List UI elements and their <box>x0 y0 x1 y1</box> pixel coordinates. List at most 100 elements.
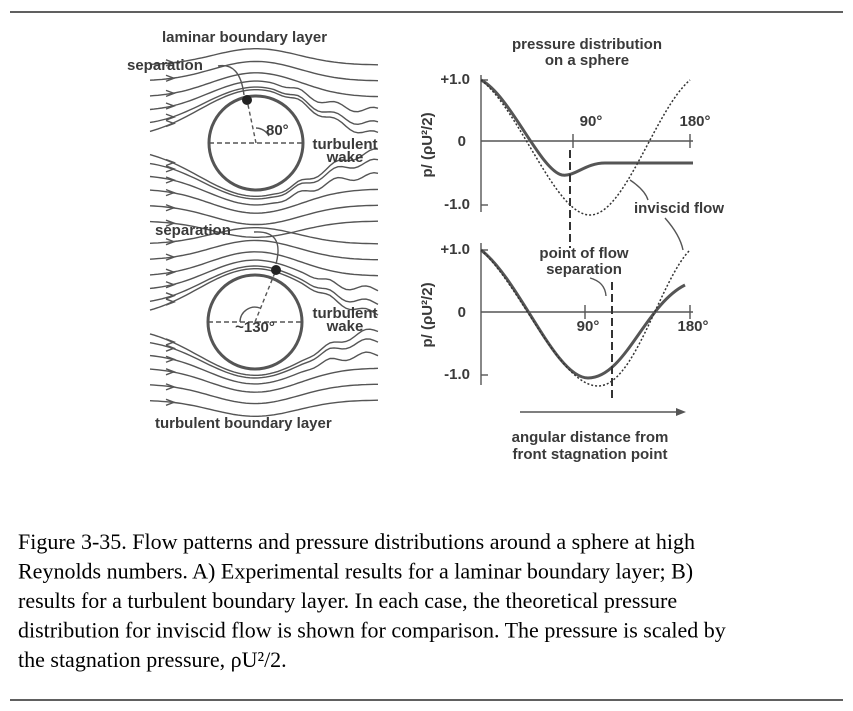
arrow-head <box>165 268 176 276</box>
arrow-head <box>165 292 176 300</box>
streamline <box>149 188 379 214</box>
leader <box>629 179 649 201</box>
x-tick-label: 90° <box>577 318 600 335</box>
bottom-plot: +1.0 0 -1.0 90° 180° p/ (ρU²/2) <box>419 217 709 400</box>
streamline <box>149 367 379 393</box>
arrow-head <box>165 165 176 173</box>
arrow-head <box>165 119 176 128</box>
streamline <box>149 383 378 405</box>
label: wake <box>326 149 364 166</box>
streamline <box>149 259 379 292</box>
streamline <box>149 60 379 82</box>
leader <box>217 64 245 96</box>
annotation: separation <box>546 261 622 278</box>
arrow-head <box>165 74 176 82</box>
flow-diagrams <box>149 48 379 417</box>
leader <box>253 231 279 265</box>
arrow-head <box>165 344 176 352</box>
streamline <box>149 72 379 98</box>
annotation: point of flow <box>539 245 628 262</box>
arrow-head <box>165 238 176 246</box>
arrow-head <box>165 204 176 212</box>
streamline <box>149 351 379 385</box>
x-tick-label: 90° <box>580 113 603 130</box>
arrow-head <box>165 368 176 376</box>
label: separation <box>127 57 203 74</box>
caption: Figure 3-35. Flow patterns and pressure … <box>18 529 726 672</box>
streamline <box>149 227 379 245</box>
streamline <box>149 89 379 134</box>
y-tick-label: -1.0 <box>444 366 470 383</box>
y-tick-label: +1.0 <box>440 241 470 258</box>
arrow-head <box>165 298 176 306</box>
separation-point <box>242 95 252 105</box>
arrow-head <box>165 281 176 289</box>
radius <box>254 269 277 323</box>
streamline <box>149 399 379 417</box>
label: separation <box>155 222 231 239</box>
plot-title: on a sphere <box>545 52 629 69</box>
streamline <box>149 48 379 66</box>
leader <box>664 217 684 251</box>
arrow-head <box>165 355 176 363</box>
plot-title: pressure distribution <box>512 36 662 53</box>
streamline <box>149 239 378 261</box>
separation-point <box>271 265 281 275</box>
arrow-head <box>165 219 176 227</box>
arrow-head <box>165 188 176 197</box>
x-axis-label: front stagnation point <box>513 446 668 463</box>
label: turbulent <box>313 136 378 153</box>
label: wake <box>326 318 364 335</box>
label: laminar boundary layer <box>162 29 327 46</box>
x-tick-label: 180° <box>679 113 710 130</box>
streamline <box>149 86 379 126</box>
leader <box>589 277 607 297</box>
y-tick-label: +1.0 <box>440 71 470 88</box>
arrow-head <box>165 89 176 98</box>
measured-curve <box>480 78 693 177</box>
radius <box>246 99 257 144</box>
streamline <box>149 204 379 226</box>
inviscid-curve <box>480 79 691 216</box>
y-axis-label: p/ (ρU²/2) <box>419 282 436 347</box>
arrow-head <box>165 176 176 184</box>
streamline <box>149 148 379 197</box>
arrow-head <box>165 398 176 406</box>
measured-curve <box>480 248 686 380</box>
arrow-head <box>165 383 176 391</box>
arrow-head <box>676 408 686 416</box>
streamline <box>149 220 379 238</box>
arrow-head <box>165 59 176 67</box>
x-axis-label: angular distance from <box>512 429 669 446</box>
streamline <box>149 328 379 376</box>
label: turbulent <box>313 305 378 322</box>
y-tick-label: -1.0 <box>444 196 470 213</box>
arrow-head <box>165 338 176 346</box>
caption-line: distribution for inviscid flow is shown … <box>18 618 726 643</box>
inviscid-curve <box>480 249 691 387</box>
angle-arc <box>239 306 261 323</box>
caption-line: Figure 3-35. Flow patterns and pressure … <box>18 529 695 554</box>
caption-line: the stagnation pressure, ρU²/2. <box>18 647 287 672</box>
arrow-head <box>165 158 176 167</box>
caption-line: Reynolds numbers. A) Experimental result… <box>18 559 693 584</box>
arrow-head <box>165 253 176 261</box>
y-tick-label: 0 <box>458 133 466 150</box>
x-tick-label: 180° <box>677 318 708 335</box>
arrow-head <box>165 102 176 110</box>
angle-label: 80° <box>266 122 289 139</box>
label: turbulent boundary layer <box>155 415 332 432</box>
y-axis-label: p/ (ρU²/2) <box>419 112 436 177</box>
annotation: inviscid flow <box>634 200 724 217</box>
streamline <box>149 158 379 200</box>
top-plot: +1.0 0 -1.0 90° 180° p/ (ρU²/2) <box>419 71 711 248</box>
streamline <box>149 171 379 206</box>
caption-line: results for a turbulent boundary layer. … <box>18 588 677 613</box>
streamline <box>149 251 379 277</box>
y-tick-label: 0 <box>458 304 466 321</box>
arrow-head <box>165 113 176 121</box>
streamline <box>149 268 379 316</box>
angle-arc <box>255 127 270 137</box>
angle-label: ~130° <box>235 319 275 336</box>
